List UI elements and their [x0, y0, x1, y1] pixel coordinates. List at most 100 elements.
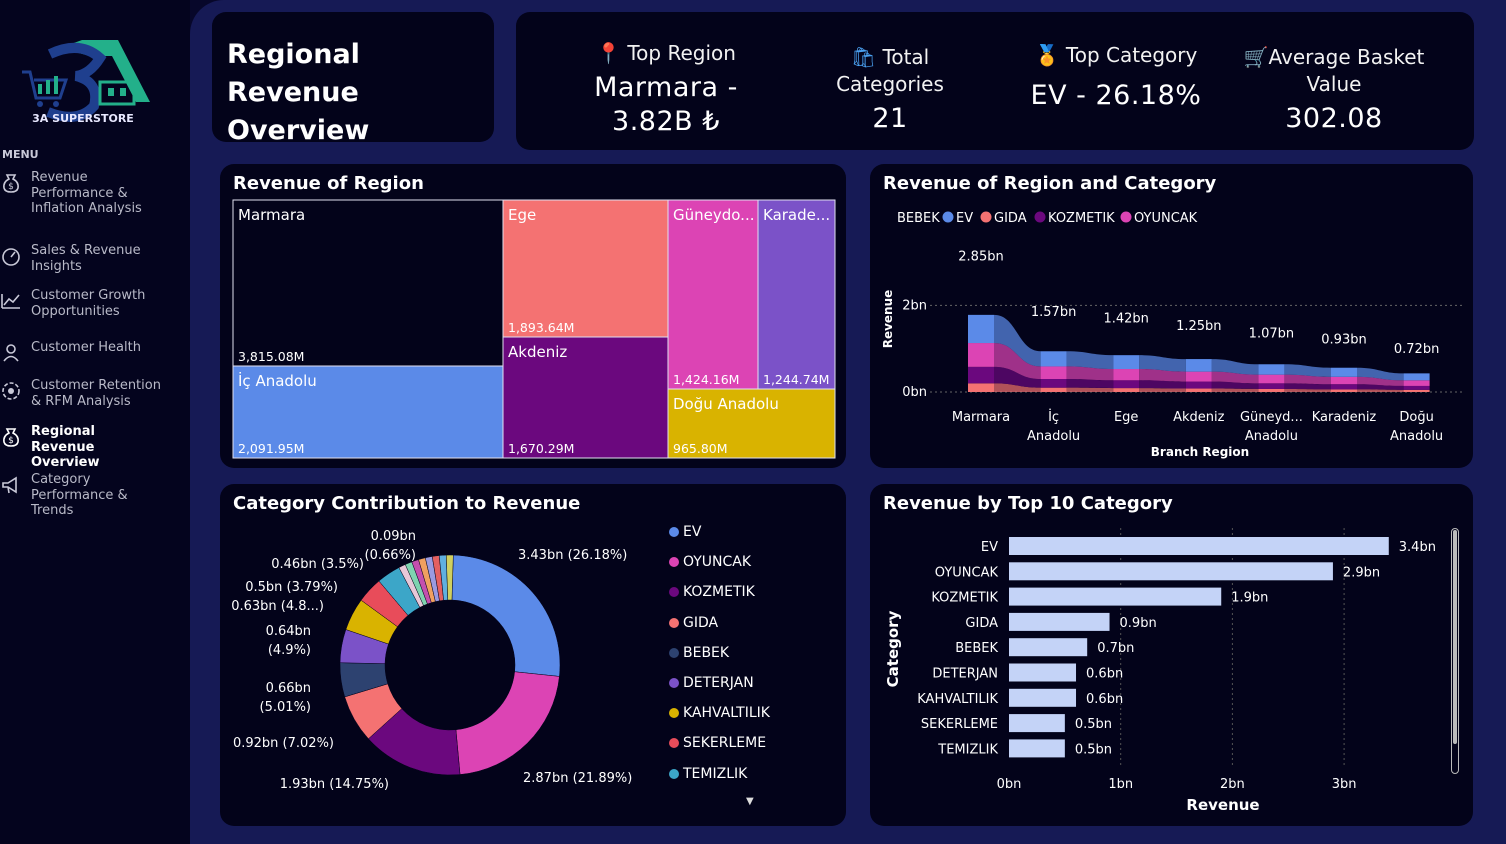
bar-category-label: EV: [981, 540, 998, 555]
bar-value-label: 2.9bn: [1343, 565, 1380, 580]
donut-legend-item[interactable]: OYUNCAK: [669, 554, 751, 570]
legend-label: KAHVALTILIK: [683, 705, 770, 722]
ribbon-bar-segment: [968, 366, 994, 384]
ribbon-bar-segment: [1040, 387, 1067, 392]
donut-legend-item[interactable]: KOZMETIK: [669, 584, 755, 600]
ribbon-bar-segment: [1403, 380, 1430, 386]
bar: [1009, 663, 1077, 682]
ribbon-bar-segment: [1113, 369, 1140, 381]
donut-data-label: 0.63bn (4.8...): [231, 599, 324, 614]
x-tick: Anadolu: [1390, 429, 1443, 444]
ribbon-total-label: 1.57bn: [1031, 305, 1076, 320]
bar: [1009, 638, 1088, 657]
bar-category-label: OYUNCAK: [935, 565, 999, 580]
scroll-down-icon[interactable]: ▼: [746, 796, 754, 807]
x-tick: İç: [1048, 409, 1059, 425]
ribbon-band: [1211, 371, 1259, 384]
treemap-cell-value: 2,091.95M: [238, 441, 304, 456]
donut-data-label: 0.46bn (3.5%): [271, 557, 364, 572]
ribbon-band: [1357, 376, 1404, 386]
ribbon-legend-dot: [1120, 211, 1132, 223]
bar-value-label: 0.6bn: [1086, 692, 1123, 707]
ribbon-bar-segment: [1258, 388, 1285, 392]
treemap-cell-name: Ege: [508, 206, 536, 224]
y-tick: 0bn: [902, 385, 927, 400]
donut-data-label: (4.9%): [268, 643, 311, 658]
ribbon-bar-segment: [1185, 388, 1212, 392]
ribbon-bar-segment: [1185, 371, 1212, 382]
x-tick: 1bn: [1108, 777, 1133, 792]
pin-icon: 📍: [596, 41, 621, 65]
donut-legend-item[interactable]: GIDA: [669, 615, 718, 631]
shopping-bag-icon: 🛍: [850, 45, 877, 69]
donut-slice: [445, 554, 454, 601]
ribbon-bar-segment: [1258, 374, 1285, 384]
ribbon-bar-segment: [1040, 379, 1067, 388]
donut-legend-item[interactable]: SEKERLEME: [669, 735, 766, 751]
ribbon-bar-segment: [1258, 383, 1285, 389]
bar-category-label: TEMIZLIK: [937, 742, 998, 757]
ribbon-band: [1139, 388, 1186, 392]
legend-dot: [669, 708, 679, 719]
scrollbar-thumb[interactable]: [1453, 530, 1457, 744]
kpi-total-categories: 🛍 Total Categories 21: [836, 45, 944, 134]
donut-legend-item[interactable]: BEBEK: [669, 645, 729, 661]
ribbon-bar-segment: [1258, 364, 1285, 375]
nav-customer-health[interactable]: Customer Health: [0, 340, 185, 364]
nav-revenue-performance[interactable]: $ Revenue Performance & Inflation Analys…: [0, 170, 185, 217]
donut-data-label: (5.01%): [260, 700, 311, 715]
donut-legend-item[interactable]: TEMIZLIK: [669, 766, 747, 782]
ribbon-band: [1211, 381, 1259, 389]
donut-legend-item[interactable]: KAHVALTILIK: [669, 705, 770, 721]
ribbon-band: [1284, 364, 1331, 377]
donut-panel: Category Contribution to Revenue 3.43bn …: [220, 484, 846, 826]
nav-label: Category Performance & Trends: [31, 472, 128, 518]
ribbon-band: [1211, 388, 1259, 392]
ribbon-bar-segment: [1403, 389, 1430, 392]
ribbon-band: [1284, 374, 1331, 385]
ribbon-legend-dot: [980, 211, 992, 223]
y-tick: 2bn: [902, 298, 927, 313]
nav-label: Customer Health: [31, 340, 141, 355]
ribbon-band: [994, 366, 1041, 388]
nav-customer-growth[interactable]: Customer Growth Opportunities: [0, 288, 185, 319]
ribbon-bar-segment: [968, 383, 994, 392]
scrollbar[interactable]: [1451, 528, 1459, 774]
donut-legend-item[interactable]: EV: [669, 524, 701, 540]
ribbon-total-label: 1.25bn: [1176, 319, 1221, 334]
x-tick: Güneyd...: [1240, 410, 1303, 425]
ribbon-bar-segment: [968, 314, 994, 344]
treemap-cell: [232, 199, 504, 367]
ribbon-chart: BEBEK EV GIDA KOZMETIK OYUNCAK 2bn 0bn Revenue 2…: [881, 211, 1462, 459]
donut-data-label: 0.5bn (3.79%): [245, 580, 338, 595]
treemap-cell-value: 965.80M: [673, 441, 728, 456]
bar-category-label: KAHVALTILIK: [917, 692, 998, 707]
bar-value-label: 0.7bn: [1097, 641, 1134, 656]
treemap-cell-name: Akdeniz: [508, 343, 567, 361]
legend-dot: [669, 587, 679, 598]
menu-title: MENU: [2, 148, 39, 161]
nav-sales-revenue[interactable]: Sales & Revenue Insights: [0, 243, 185, 274]
donut-title: Category Contribution to Revenue: [233, 493, 581, 514]
ribbon-band: [1357, 384, 1404, 390]
bar-title: Revenue by Top 10 Category: [883, 493, 1173, 514]
ribbon-bar-segment: [1113, 388, 1140, 392]
ribbon-bar-segment: [1040, 351, 1067, 367]
bar-panel: Revenue by Top 10 Category EV 3.4bn OYUNCA…: [870, 484, 1473, 826]
nav-customer-retention[interactable]: Customer Retention & RFM Analysis: [0, 378, 185, 409]
x-tick: 3bn: [1332, 777, 1357, 792]
nav-category-performance[interactable]: Category Performance & Trends: [0, 472, 185, 519]
kpi-average-basket: 🛒Average Basket Value 302.08: [1243, 45, 1425, 134]
bar: [1009, 537, 1389, 555]
x-tick: Akdeniz: [1173, 410, 1225, 425]
nav-label: Revenue Performance & Inflation Analysis: [31, 170, 142, 216]
donut-data-label: 3.43bn (26.18%): [518, 548, 627, 563]
ribbon-bar-segment: [1040, 366, 1067, 379]
donut-legend-item[interactable]: DETERJAN: [669, 675, 754, 691]
treemap-cell-name: Marmara: [238, 206, 305, 224]
kpi-top-region: 📍 Top Region Marmara -3.82B ₺: [594, 41, 738, 137]
donut-chart: 3.43bn (26.18%) 2.87bn (21.89%) 1.93bn (14…: [231, 529, 632, 792]
ribbon-total-label: 0.72bn: [1394, 342, 1439, 357]
bar-category-label: BEBEK: [955, 641, 998, 656]
nav-regional-revenue[interactable]: $ Regional Revenue Overview: [0, 424, 185, 471]
